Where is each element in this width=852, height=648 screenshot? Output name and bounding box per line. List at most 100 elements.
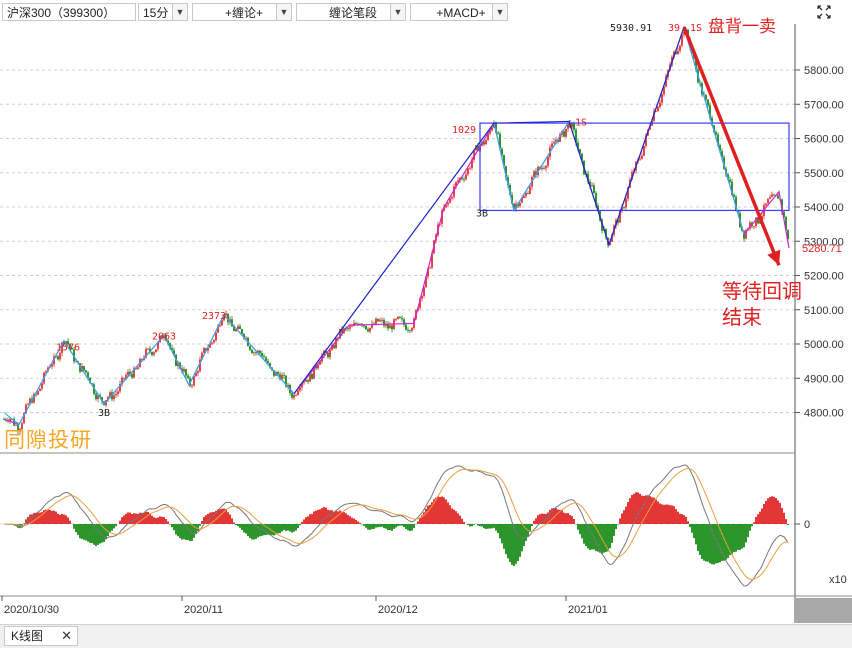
- chan-overlay: 5930.91 39 1S 1029 3B 1S 1576 3B 2063 2373: [3, 23, 790, 426]
- candle-body: [243, 334, 245, 339]
- candle-body: [153, 352, 155, 355]
- symbol-selector[interactable]: 沪深300（399300）: [2, 3, 136, 21]
- candle-body: [223, 315, 225, 321]
- candle-body: [455, 181, 457, 187]
- candle-body: [407, 329, 409, 331]
- macd-panel: [3, 464, 789, 587]
- candle-body: [587, 173, 589, 182]
- label-peak-value: 5930.91: [610, 23, 652, 34]
- date-tick-label: 2021/01: [568, 604, 608, 616]
- candle-body: [331, 345, 333, 350]
- candle-body: [149, 348, 151, 353]
- candle-body: [675, 51, 677, 55]
- candle-body: [621, 207, 623, 211]
- candle-body: [85, 370, 87, 373]
- candle-body: [627, 187, 629, 199]
- candle-body: [753, 225, 755, 227]
- candle-body: [89, 377, 91, 384]
- candle-body: [23, 413, 25, 424]
- chevron-down-icon[interactable]: ▼: [492, 3, 508, 21]
- candle-body: [389, 325, 391, 329]
- indicator-chanlun-selector[interactable]: +缠论+: [192, 3, 292, 21]
- candle-body: [309, 373, 311, 382]
- candle-body: [113, 395, 115, 400]
- candle-body: [477, 145, 479, 152]
- candle-body: [189, 377, 191, 386]
- candle-body: [33, 393, 35, 403]
- candle-body: [263, 356, 265, 358]
- axes: 5800.00 5700.00 5600.00 5500.00 5400.00 5300.…: [0, 24, 852, 623]
- candle-body: [135, 368, 137, 370]
- candle-body: [261, 353, 263, 357]
- candle-body: [765, 203, 767, 206]
- candle-body: [219, 325, 221, 327]
- close-icon[interactable]: ✕: [61, 628, 72, 643]
- candle-body: [665, 76, 667, 87]
- label-3b-mid: 3B: [476, 208, 488, 219]
- candle-body: [239, 326, 241, 329]
- price-tick-label: 5700.00: [804, 99, 844, 111]
- candle-body: [355, 323, 357, 324]
- candle-body: [69, 343, 71, 349]
- candle-body: [37, 391, 39, 395]
- label-1s-mid: 1S: [575, 117, 587, 128]
- candle-body: [349, 326, 351, 329]
- candle-body: [401, 318, 403, 320]
- candle-body: [123, 377, 125, 379]
- candle-body: [193, 376, 195, 386]
- candle-body: [267, 361, 269, 364]
- indicator-macd-selector[interactable]: +MACD+: [410, 3, 508, 21]
- candle-body: [541, 168, 543, 170]
- chevron-down-icon[interactable]: ▼: [390, 3, 406, 21]
- candle-body: [473, 150, 475, 160]
- candle-body: [465, 174, 467, 180]
- candle-body: [507, 177, 509, 186]
- candle-body: [777, 195, 779, 199]
- candle-body: [381, 319, 383, 321]
- candle-body: [419, 298, 421, 308]
- candle-body: [207, 347, 209, 351]
- candle-body: [733, 194, 735, 198]
- scroll-corner: [795, 598, 852, 623]
- tab-kline[interactable]: K线图 ✕: [4, 626, 78, 646]
- candle-body: [197, 371, 199, 373]
- candle-body: [679, 45, 681, 51]
- chevron-down-icon[interactable]: ▼: [172, 3, 188, 21]
- candle-body: [307, 379, 309, 382]
- candle-body: [333, 345, 335, 348]
- candle-body: [563, 131, 565, 137]
- toolbar: 沪深300（399300） 15分 ▼ +缠论+ ▼ 缠论笔段 ▼ +MACD+…: [0, 0, 852, 24]
- chevron-down-icon[interactable]: ▼: [276, 3, 292, 21]
- label-2063: 2063: [152, 331, 176, 342]
- candle-body: [283, 374, 285, 376]
- candle-body: [581, 153, 583, 161]
- candle-body: [251, 349, 253, 354]
- candle-body: [501, 148, 503, 156]
- grid-lines: [0, 69, 795, 525]
- candle-body: [61, 342, 63, 353]
- candle-body: [317, 364, 319, 369]
- candle-body: [171, 347, 173, 351]
- candle-body: [109, 392, 111, 398]
- candle-body: [273, 370, 275, 376]
- expand-icon[interactable]: [804, 3, 844, 21]
- candle-body: [51, 364, 53, 367]
- candle-body: [457, 180, 459, 182]
- candle-body: [301, 382, 303, 388]
- candle-body: [9, 418, 11, 422]
- indicator-strokes-selector[interactable]: 缠论笔段: [296, 3, 406, 21]
- candle-body: [523, 196, 525, 198]
- candle-body: [387, 324, 389, 329]
- candle-body: [591, 185, 593, 187]
- candle-body: [453, 186, 455, 197]
- candle-body: [29, 398, 31, 404]
- candle-body: [749, 222, 751, 229]
- candle-body: [767, 198, 769, 204]
- candle-body: [15, 425, 17, 427]
- candle-body: [351, 325, 353, 327]
- macd-zero-label: 0: [804, 519, 810, 531]
- candle-body: [559, 134, 561, 142]
- candle-body: [595, 192, 597, 206]
- candle-body: [773, 194, 775, 196]
